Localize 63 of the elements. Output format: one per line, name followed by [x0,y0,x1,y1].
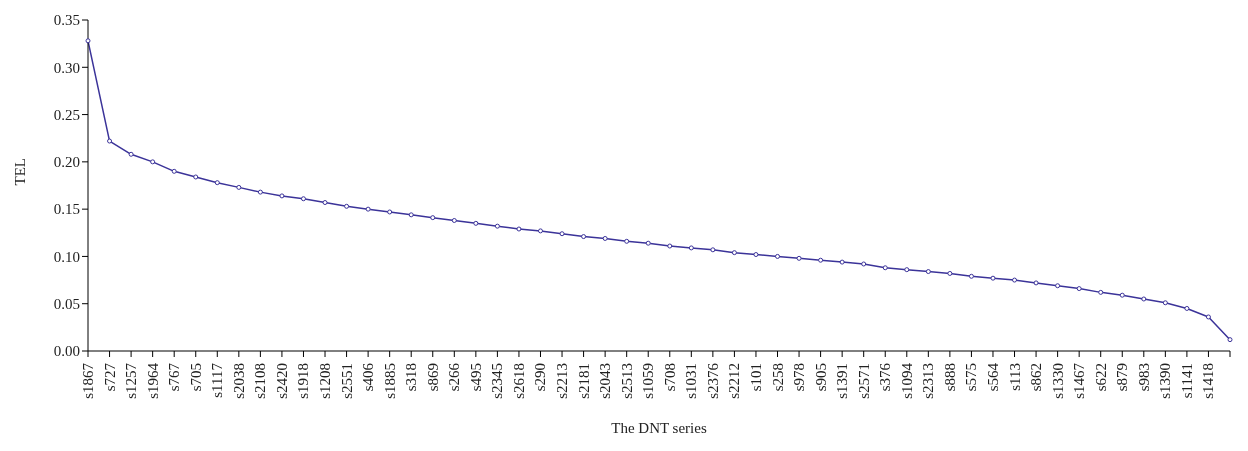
x-tick-label: s2513 [618,363,635,399]
x-tick-label: s1330 [1049,363,1066,399]
x-tick-label: s727 [101,362,118,392]
x-tick-label: s2618 [510,363,527,399]
x-tick-label: s113 [1006,363,1023,391]
x-tick-label: s2313 [920,363,937,399]
x-tick-label: s564 [984,362,1001,392]
x-tick-label: s1390 [1157,363,1174,399]
y-tick-label: 0.30 [53,59,80,76]
x-tick-label: s869 [424,363,441,392]
y-axis-title: TEL [12,158,29,186]
x-tick-label: s2213 [554,363,571,399]
x-tick-label: s622 [1092,363,1109,392]
y-tick-label: 0.10 [53,248,80,265]
x-tick-label: s2571 [855,363,872,399]
x-tick-label: s1141 [1178,363,1195,399]
x-tick-label: s2420 [273,363,290,399]
x-tick-label: s318 [403,363,420,392]
x-tick-label: s1418 [1200,363,1217,399]
y-tick-label: 0.35 [53,12,80,29]
x-tick-label: s1467 [1071,362,1088,399]
x-tick-label: s1031 [683,363,700,399]
x-tick-label: s888 [941,363,958,392]
x-tick-label: s1964 [144,362,161,399]
y-tick-label: 0.05 [53,296,80,313]
y-tick-label: 0.00 [53,343,80,360]
x-tick-label: s879 [1114,363,1131,392]
x-tick-label: s2038 [230,363,247,399]
y-tick-label: 0.25 [53,106,80,123]
x-tick-label: s1208 [317,363,334,399]
x-tick-label: s1094 [898,362,915,399]
x-tick-label: s101 [747,363,764,392]
x-tick-label: s862 [1028,363,1045,392]
x-tick-label: s1885 [381,363,398,399]
x-tick-label: s575 [963,363,980,392]
x-tick-label: s1059 [640,363,657,399]
x-tick-label: s2108 [252,363,269,399]
x-tick-label: s266 [446,362,463,392]
x-tick-label: s1918 [295,363,312,399]
x-tick-label: s495 [467,363,484,392]
x-tick-label: s1257 [123,362,140,399]
x-tick-label: s978 [791,363,808,392]
x-tick-label: s1867 [80,362,96,399]
x-tick-label: s708 [661,363,678,392]
y-tick-label: 0.20 [53,154,80,171]
x-tick-label: s1391 [834,363,851,399]
x-tick-label: s2345 [489,363,506,399]
x-tick-label: s905 [812,363,829,392]
x-tick-label: s2043 [597,363,614,399]
x-tick-label: s1117 [209,362,226,398]
x-tick-label: s2376 [704,362,721,399]
x-tick-label: s767 [166,362,183,392]
x-axis-title: The DNT series [611,420,707,436]
x-tick-label: s2181 [575,363,592,399]
x-tick-label: s376 [877,362,894,392]
y-tick-label: 0.15 [53,201,80,218]
x-tick-label: s705 [187,363,204,392]
x-tick-label: s290 [532,363,549,392]
x-tick-label: s983 [1135,363,1152,392]
x-tick-label: s2212 [726,363,743,399]
x-tick-label: s2551 [338,363,355,399]
x-tick-label: s406 [360,362,377,392]
x-tick-label: s258 [769,363,786,392]
